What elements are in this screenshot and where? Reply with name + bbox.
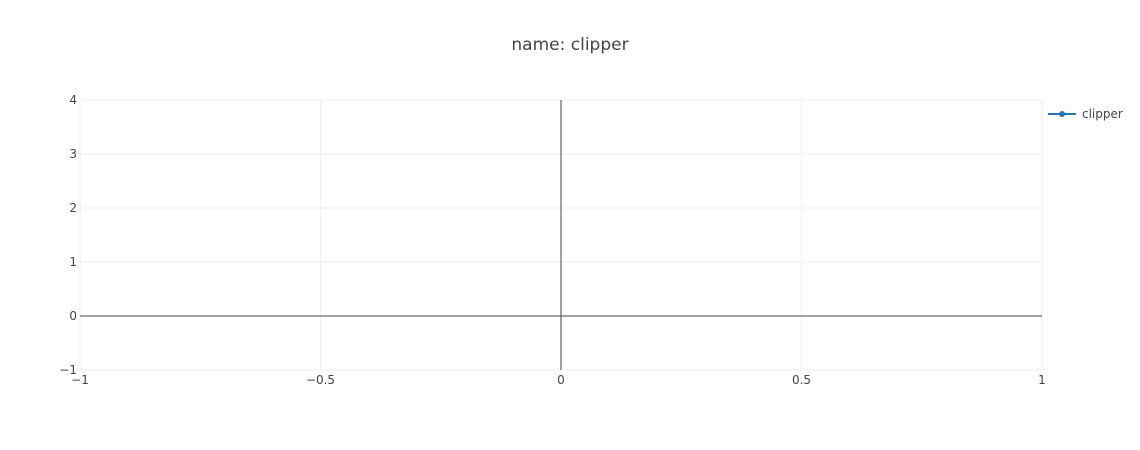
y-tick-label: 1 [69,255,77,269]
legend-item[interactable]: clipper [1048,107,1123,121]
y-tick-label: 2 [69,201,77,215]
legend[interactable]: clipper [1048,107,1123,121]
x-axis-ticks: −1 −0.5 0 0.5 1 [71,373,1046,387]
y-tick-label: −1 [59,363,77,377]
y-axis-ticks: −1 0 1 2 3 4 [59,93,77,377]
x-tick-label: −1 [71,373,89,387]
y-tick-label: 3 [69,147,77,161]
chart-title: name: clipper [511,35,628,55]
legend-marker [1059,111,1065,117]
y-tick-label: 0 [69,309,77,323]
x-tick-label: −0.5 [306,373,335,387]
y-tick-label: 4 [69,93,77,107]
x-tick-label: 0.5 [792,373,811,387]
legend-label: clipper [1082,107,1123,121]
x-tick-label: 1 [1038,373,1046,387]
x-tick-label: 0 [557,373,565,387]
zero-lines [80,100,1042,370]
